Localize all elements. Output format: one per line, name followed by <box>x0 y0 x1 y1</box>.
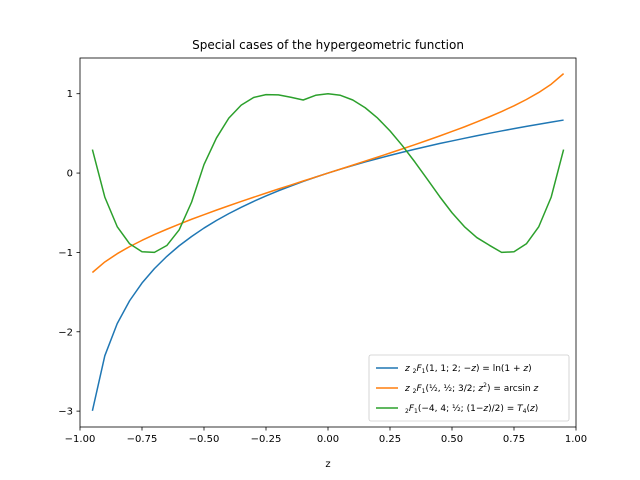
x-tick-label: 0.25 <box>379 434 401 445</box>
series-line-chebyshev <box>91 92 565 254</box>
y-tick-label: −2 <box>58 327 73 338</box>
x-axis-label: z <box>325 459 330 470</box>
legend-label-arcsin: z 2F1(½, ½; 3/2; z2) = arcsin z <box>404 382 538 395</box>
x-tick-label: 0.75 <box>503 434 525 445</box>
x-tick-label: −0.25 <box>251 434 282 445</box>
x-tick-label: −0.75 <box>127 434 158 445</box>
legend-label-chebyshev: 2F1(−4, 4; ½; (1−z)/2) = T4(z) <box>405 404 538 415</box>
x-tick-label: −0.50 <box>189 434 220 445</box>
y-tick-label: 0 <box>67 169 73 180</box>
y-tick-label: −1 <box>58 248 73 259</box>
legend: z 2F1(1, 1; 2; −z) = ln(1 + z) z 2F1(½, … <box>368 354 570 422</box>
plot-lines <box>91 73 565 411</box>
y-tick-label: 1 <box>67 89 73 100</box>
x-axis: −1.00 −0.75 −0.50 −0.25 0.00 0.25 0.50 0.75 1.00 <box>65 427 587 445</box>
y-axis: −3 −2 −1 0 1 <box>58 89 80 418</box>
chart-title: Special cases of the hypergeometric func… <box>192 38 464 52</box>
x-tick-label: −1.00 <box>65 434 96 445</box>
legend-label-ln: z 2F1(1, 1; 2; −z) = ln(1 + z) <box>404 364 532 375</box>
x-tick-label: 0.50 <box>441 434 463 445</box>
legend-frame <box>368 354 570 422</box>
series-line-arcsin <box>91 73 565 274</box>
x-tick-label: 1.00 <box>565 434 587 445</box>
x-tick-label: 0.00 <box>317 434 339 445</box>
y-tick-label: −3 <box>58 407 73 418</box>
